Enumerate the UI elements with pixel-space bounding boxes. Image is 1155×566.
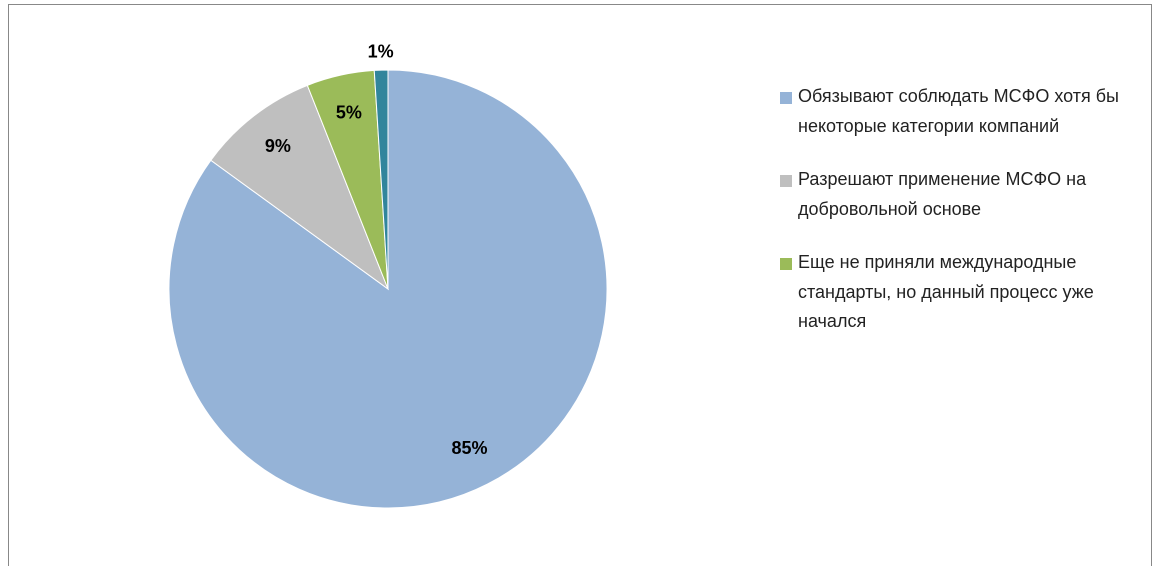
- legend-swatch: [780, 258, 792, 270]
- data-label: 85%: [452, 438, 488, 458]
- legend-swatch: [780, 175, 792, 187]
- data-label: 1%: [368, 41, 394, 61]
- legend-label: Обязывают соблюдать МСФО хотя бы некотор…: [798, 86, 1119, 136]
- legend-label: Еще не приняли международные стандарты, …: [798, 252, 1094, 331]
- data-label: 5%: [336, 102, 362, 122]
- legend-entry: Обязывают соблюдать МСФО хотя бы некотор…: [780, 82, 1125, 141]
- chart-frame: [8, 4, 1152, 566]
- legend-entry: Разрешают применение МСФО на добровольно…: [780, 165, 1125, 224]
- legend: Обязывают соблюдать МСФО хотя бы некотор…: [780, 82, 1125, 361]
- pie-slice: [210, 84, 390, 291]
- legend-entry: Еще не приняли международные стандарты, …: [780, 248, 1125, 337]
- pie-slice: [373, 69, 389, 290]
- legend-swatch: [780, 92, 792, 104]
- data-label: 9%: [265, 136, 291, 156]
- legend-label: Разрешают применение МСФО на добровольно…: [798, 169, 1087, 219]
